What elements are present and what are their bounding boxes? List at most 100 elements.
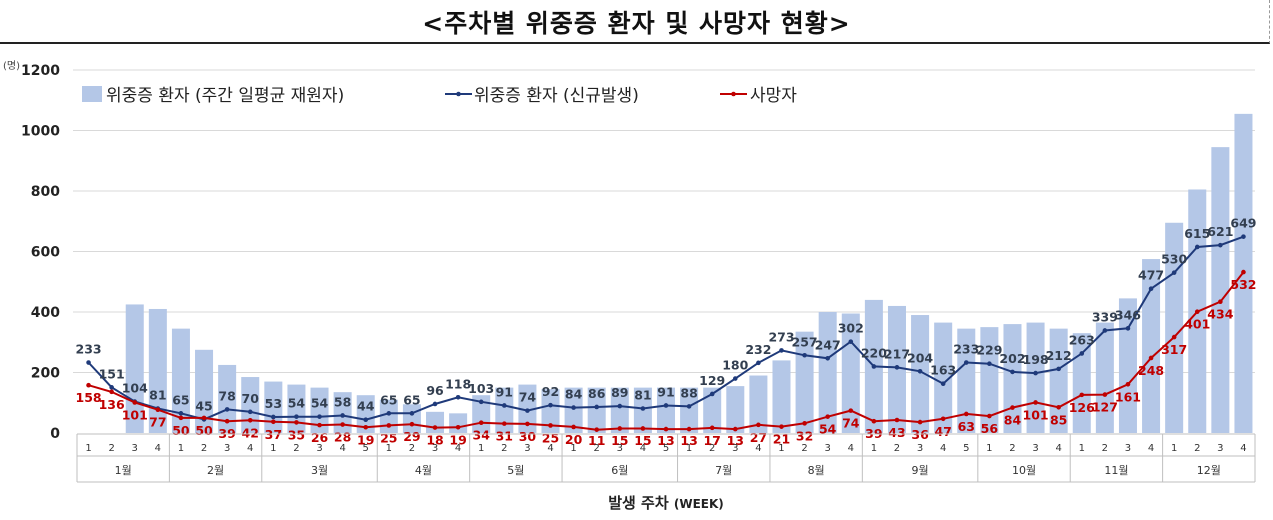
critical-new-point xyxy=(571,405,576,410)
week-tick-label: 2 xyxy=(108,443,114,454)
critical-new-point xyxy=(432,401,438,407)
deaths-point xyxy=(132,400,138,405)
bar xyxy=(148,308,167,433)
week-tick-label: 1 xyxy=(386,443,392,454)
week-tick-label: 4 xyxy=(640,443,646,454)
week-tick-label: 1 xyxy=(270,443,276,454)
chart-title: <주차별 위중증 환자 및 사망자 현황> xyxy=(422,9,851,38)
week-tick-label: 3 xyxy=(1217,443,1223,454)
deaths-point xyxy=(86,382,91,388)
critical-new-value-label: 91 xyxy=(496,384,513,399)
week-tick-label: 2 xyxy=(594,443,600,454)
bar xyxy=(610,387,629,433)
deaths-value-label: 85 xyxy=(1050,412,1067,427)
week-tick-label: 2 xyxy=(501,443,507,454)
critical-new-value-label: 44 xyxy=(357,399,375,414)
critical-new-value-label: 129 xyxy=(699,373,725,388)
week-tick-label: 1 xyxy=(178,443,184,454)
deaths-value-label: 29 xyxy=(403,429,420,444)
critical-new-point xyxy=(294,414,299,419)
bar xyxy=(541,389,560,433)
deaths-value-label: 36 xyxy=(911,427,929,442)
month-label: 5월 xyxy=(507,464,524,477)
month-label: 7월 xyxy=(715,464,732,477)
critical-new-value-label: 103 xyxy=(468,381,494,396)
legend-line1-marker xyxy=(456,91,461,97)
deaths-point xyxy=(409,421,415,427)
critical-new-point xyxy=(709,391,715,397)
legend-line2-marker xyxy=(731,91,736,97)
critical-new-value-label: 81 xyxy=(149,387,166,402)
deaths-value-label: 56 xyxy=(981,421,999,436)
deaths-value-label: 31 xyxy=(496,429,513,444)
deaths-point xyxy=(848,408,854,413)
deaths-point xyxy=(502,421,507,426)
critical-new-point xyxy=(1010,369,1015,375)
deaths-value-label: 158 xyxy=(76,390,102,405)
deaths-value-label: 35 xyxy=(288,427,305,442)
bar xyxy=(703,387,722,433)
deaths-value-label: 19 xyxy=(357,432,374,447)
week-tick-label: 4 xyxy=(455,443,461,454)
deaths-value-label: 13 xyxy=(657,433,674,448)
legend-line2-label: 사망자 xyxy=(750,86,797,106)
critical-new-point xyxy=(987,361,992,367)
deaths-point xyxy=(478,420,484,426)
critical-new-value-label: 302 xyxy=(838,321,864,336)
critical-new-value-label: 212 xyxy=(1046,348,1072,363)
legend: 위중증 환자 (주간 일평균 재원자) 위중증 환자 (신규발생) 사망자 xyxy=(82,86,797,106)
deaths-point xyxy=(432,425,438,430)
bar xyxy=(587,387,606,433)
deaths-value-label: 248 xyxy=(1138,363,1164,378)
deaths-point xyxy=(109,389,114,395)
deaths-point xyxy=(987,413,992,419)
deaths-value-label: 21 xyxy=(773,432,790,447)
week-tick-label: 2 xyxy=(201,443,207,454)
deaths-point xyxy=(1218,299,1223,305)
bar xyxy=(495,387,514,433)
y-axis: 0 200 400 600 800 1000 1200(명) xyxy=(3,60,60,442)
bar xyxy=(1095,322,1114,433)
x-axis-title: 발생 주차 (WEEK) xyxy=(608,494,724,512)
deaths-value-label: 136 xyxy=(99,397,125,412)
critical-new-value-label: 257 xyxy=(792,334,818,349)
y-tick-label: 200 xyxy=(31,366,60,382)
week-tick-label: 3 xyxy=(1032,443,1038,454)
critical-new-point xyxy=(1148,286,1154,292)
deaths-point xyxy=(247,417,253,423)
critical-new-point xyxy=(1171,270,1177,275)
critical-new-point xyxy=(455,395,461,400)
critical-new-value-label: 54 xyxy=(288,396,306,411)
month-label: 2월 xyxy=(207,464,224,477)
critical-new-point xyxy=(1079,351,1085,356)
critical-new-value-label: 217 xyxy=(884,346,910,361)
critical-new-value-label: 263 xyxy=(1069,332,1095,347)
deaths-point xyxy=(686,426,692,432)
bar xyxy=(195,349,214,433)
month-label: 6월 xyxy=(611,464,628,477)
month-label: 12월 xyxy=(1197,464,1221,477)
bar xyxy=(911,315,930,433)
week-tick-label: 2 xyxy=(894,443,900,454)
month-label: 11월 xyxy=(1104,464,1128,477)
deaths-value-label: 11 xyxy=(588,433,605,448)
deaths-value-label: 161 xyxy=(1115,389,1141,404)
week-tick-label: 2 xyxy=(1102,443,1108,454)
bar xyxy=(749,375,768,433)
deaths-value-label: 63 xyxy=(958,419,975,434)
deaths-value-label: 127 xyxy=(1092,400,1118,415)
deaths-point xyxy=(825,414,830,419)
week-tick-label: 1 xyxy=(478,443,484,454)
critical-new-value-label: 233 xyxy=(953,342,979,357)
bar xyxy=(795,331,814,433)
week-tick-label: 1 xyxy=(871,443,877,454)
month-label: 8월 xyxy=(808,464,825,477)
critical-new-point xyxy=(1033,370,1038,376)
week-tick-label: 4 xyxy=(547,443,553,454)
month-label: 9월 xyxy=(912,464,929,477)
critical-new-point xyxy=(848,339,854,344)
week-tick-label: 3 xyxy=(824,443,830,454)
critical-new-value-label: 84 xyxy=(565,387,583,402)
week-tick-label: 4 xyxy=(755,443,761,454)
